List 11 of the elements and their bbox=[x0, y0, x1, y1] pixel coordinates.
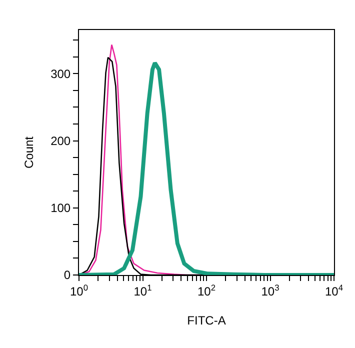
x-tick-label: 10$^{2}$ bbox=[197, 282, 216, 298]
y-tick-label: 300 bbox=[50, 66, 71, 81]
x-tick-label: 10$^{0}$ bbox=[70, 282, 88, 298]
x-axis-title: FITC-A bbox=[187, 313, 226, 328]
y-tick-label: 0 bbox=[64, 268, 71, 282]
x-tick-label: 10$^{3}$ bbox=[261, 282, 280, 298]
x-tick-label: 10$^{4}$ bbox=[324, 282, 344, 298]
y-tick-label: 200 bbox=[50, 134, 71, 148]
x-tick-label: 10$^{1}$ bbox=[134, 282, 152, 298]
y-axis-title: Count bbox=[22, 136, 36, 169]
y-tick-label: 100 bbox=[50, 201, 71, 216]
